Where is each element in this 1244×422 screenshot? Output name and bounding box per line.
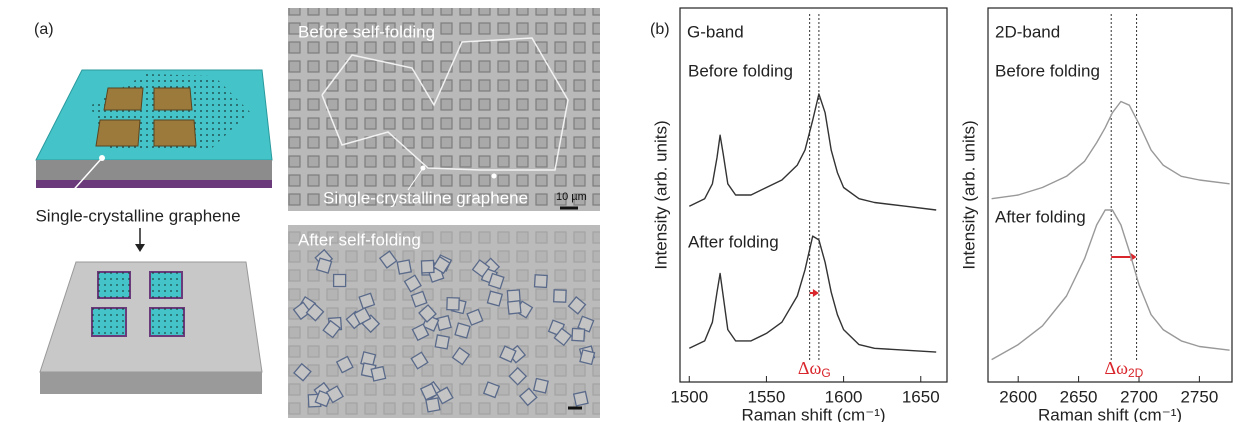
- folded-cube: [482, 381, 501, 399]
- folded-cube: [553, 327, 573, 347]
- folded-cube: [325, 385, 344, 404]
- folded-cube: [410, 351, 429, 370]
- shift-symbol: Δω: [798, 358, 822, 378]
- spectrum-line: [991, 100, 1230, 200]
- folded-cube: [353, 306, 372, 326]
- folded-cube: [571, 327, 586, 342]
- spectrum-line: [688, 235, 937, 353]
- folded-cube: [446, 296, 460, 311]
- folded-cube: [411, 323, 430, 342]
- y-axis-label: Intensity (arb. units): [651, 120, 670, 269]
- folded-cube: [486, 290, 504, 307]
- arrow: [135, 228, 145, 252]
- chart-title: G-band: [687, 22, 744, 41]
- x-axis-label: Raman shift (cm⁻¹): [1038, 405, 1182, 422]
- folded-cube: [435, 386, 454, 405]
- x-tick-label: 2650: [1060, 387, 1098, 406]
- folded-cube: [432, 255, 451, 275]
- schematic-before: [35, 69, 273, 206]
- folded-cube: [315, 257, 333, 274]
- series-label: After folding: [995, 207, 1086, 226]
- folded-cube: [553, 289, 567, 303]
- series-label: Before folding: [688, 61, 793, 80]
- series-label: After folding: [688, 232, 779, 251]
- folded-cube: [305, 302, 325, 322]
- folded-cube: [358, 292, 376, 310]
- y-axis-label: Intensity (arb. units): [959, 120, 978, 269]
- folded-cube: [572, 390, 589, 407]
- folded-cube: [466, 308, 484, 326]
- micrograph-label: After self-folding: [298, 230, 421, 249]
- folded-cube: [396, 259, 413, 275]
- folded-cube: [418, 304, 437, 323]
- folded-cube: [419, 382, 438, 401]
- schematic-after: [39, 261, 263, 394]
- series-label: Before folding: [995, 61, 1100, 80]
- spectrum-line: [991, 209, 1230, 361]
- chart-title: 2D-band: [995, 22, 1060, 41]
- schematic-label: Single-crystalline graphene: [35, 206, 240, 225]
- folded-cube: [370, 365, 387, 382]
- folded-cube: [292, 301, 312, 321]
- folded-cube: [314, 389, 332, 408]
- shift-arrow-head: [812, 289, 819, 297]
- panel-label: (b): [650, 21, 670, 38]
- folded-cube: [508, 366, 528, 386]
- folded-cube: [507, 300, 522, 315]
- x-tick-label: 2700: [1120, 387, 1158, 406]
- folded-cube: [518, 387, 538, 407]
- shift-subscript: G: [821, 366, 830, 380]
- folded-cube: [434, 334, 450, 350]
- folded-cube: [435, 314, 452, 332]
- micrograph-label: Before self-folding: [298, 22, 435, 41]
- shift-symbol: Δω: [1105, 358, 1129, 378]
- folded-cube: [579, 349, 596, 366]
- folded-cube: [378, 250, 398, 269]
- x-tick-label: 2600: [999, 387, 1037, 406]
- x-tick-label: 2750: [1180, 387, 1218, 406]
- micrograph-before: [288, 8, 600, 211]
- folded-cube: [335, 355, 354, 374]
- x-tick-label: 1550: [748, 387, 786, 406]
- x-axis-label: Raman shift (cm⁻¹): [741, 405, 885, 422]
- x-tick-label: 1650: [902, 387, 940, 406]
- folded-cube: [499, 345, 517, 363]
- micrograph-after: [288, 225, 600, 418]
- folded-cube: [532, 377, 549, 394]
- folded-cube: [410, 290, 428, 308]
- folded-cube: [487, 272, 505, 290]
- folded-cube: [533, 274, 548, 289]
- shift-subscript: 2D: [1128, 366, 1144, 380]
- x-tick-label: 1600: [825, 387, 863, 406]
- folded-cube: [322, 319, 341, 339]
- folded-cube: [454, 322, 471, 339]
- folded-cube: [567, 296, 587, 315]
- panel-label: (a): [34, 21, 54, 38]
- x-tick-label: 1500: [670, 387, 708, 406]
- folded-cube: [293, 362, 312, 382]
- shift-label: Δω2D: [1105, 358, 1144, 380]
- folded-cube: [425, 397, 441, 413]
- plot-frame: [679, 7, 948, 383]
- shift-label: ΔωG: [798, 358, 831, 380]
- folded-cube: [451, 346, 471, 366]
- folded-cube: [471, 259, 491, 278]
- scale-bar-label: 10 µm: [556, 191, 587, 203]
- folded-cube: [403, 274, 422, 293]
- spectrum-line: [688, 93, 937, 211]
- folded-cube: [332, 273, 347, 288]
- plot-frame: [987, 7, 1233, 383]
- folded-cube: [420, 259, 435, 274]
- micrograph-annotation: Single-crystalline graphene: [323, 188, 528, 207]
